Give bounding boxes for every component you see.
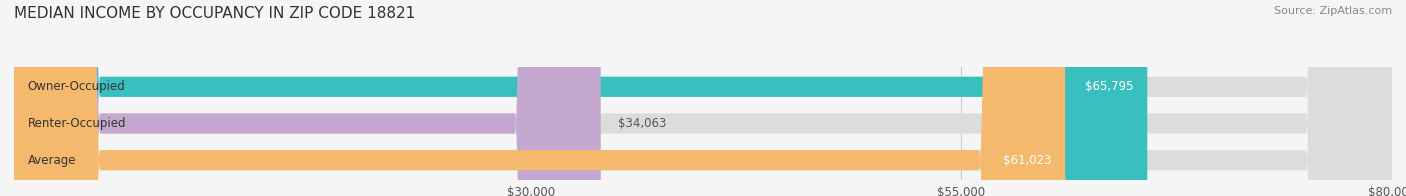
FancyBboxPatch shape <box>14 0 1392 196</box>
FancyBboxPatch shape <box>14 0 600 196</box>
Text: Source: ZipAtlas.com: Source: ZipAtlas.com <box>1274 6 1392 16</box>
Text: $61,023: $61,023 <box>1002 154 1052 167</box>
FancyBboxPatch shape <box>14 0 1066 196</box>
FancyBboxPatch shape <box>14 0 1392 196</box>
Text: Owner-Occupied: Owner-Occupied <box>28 80 125 93</box>
FancyBboxPatch shape <box>14 0 1392 196</box>
FancyBboxPatch shape <box>14 0 1147 196</box>
Text: Renter-Occupied: Renter-Occupied <box>28 117 127 130</box>
Text: MEDIAN INCOME BY OCCUPANCY IN ZIP CODE 18821: MEDIAN INCOME BY OCCUPANCY IN ZIP CODE 1… <box>14 6 415 21</box>
Text: Average: Average <box>28 154 76 167</box>
Text: $34,063: $34,063 <box>619 117 666 130</box>
Text: $65,795: $65,795 <box>1085 80 1133 93</box>
